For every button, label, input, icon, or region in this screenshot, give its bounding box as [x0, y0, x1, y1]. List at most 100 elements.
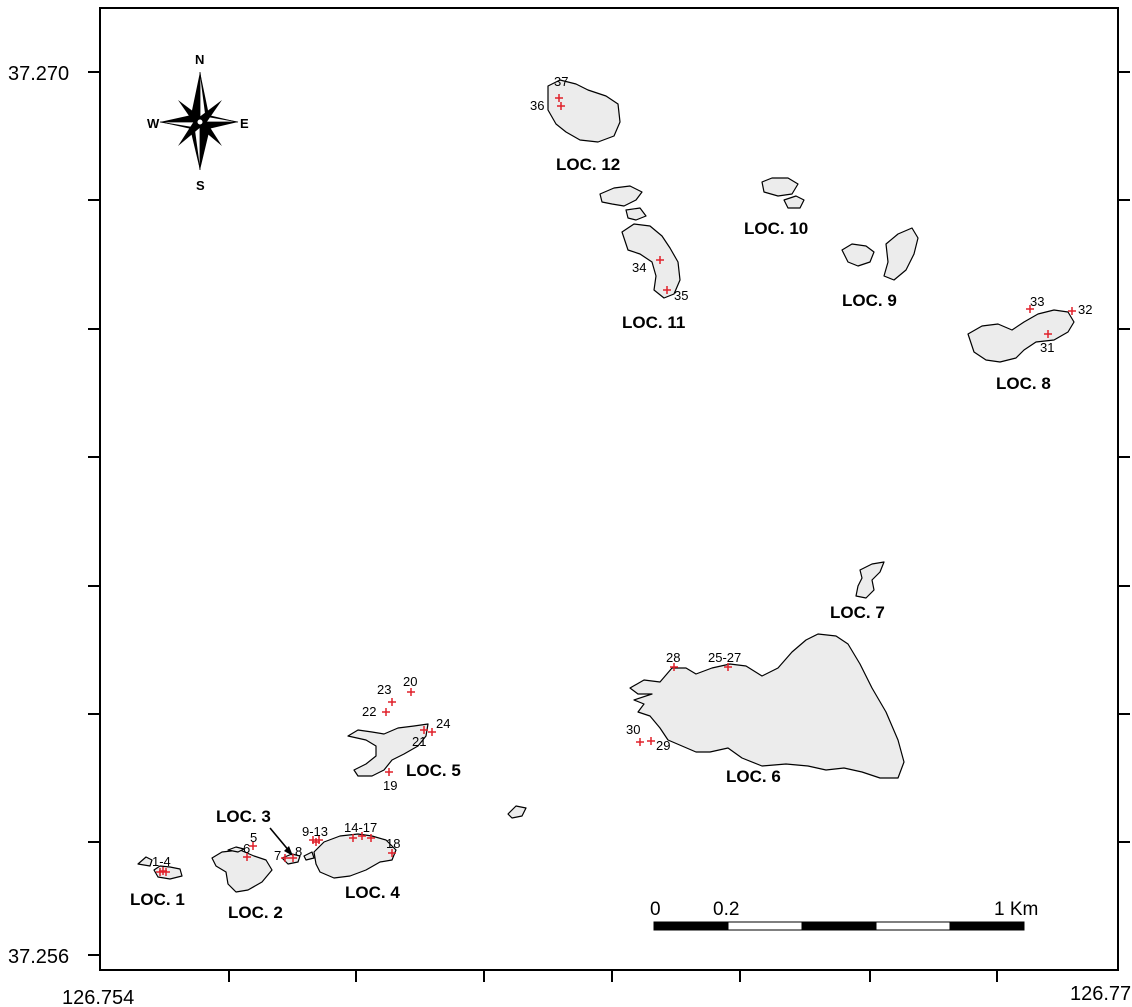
sample-label-22: 22 [362, 704, 376, 719]
sample-label-5: 5 [250, 830, 257, 845]
sample-marker-icon [382, 708, 390, 716]
loc-label-6: LOC. 6 [726, 767, 781, 786]
compass-s: S [196, 178, 205, 193]
island-loc10a [761, 177, 799, 197]
island-loc4 [313, 833, 397, 879]
sample-label-1-4: 1-4 [152, 854, 171, 869]
island-loc6 [629, 633, 905, 779]
lat-top-label: 37.270 [8, 63, 69, 85]
scale-label-zero: 0 [650, 899, 661, 920]
island-loc1 [137, 856, 153, 867]
sample-marker-icon [557, 102, 565, 110]
sample-marker-icon [315, 836, 323, 844]
island-loc12 [547, 79, 621, 143]
loc-label-9: LOC. 9 [842, 291, 897, 310]
compass-e: E [240, 116, 249, 131]
island-loc8 [967, 309, 1075, 363]
sample-marker-icon [428, 728, 436, 736]
island-loc11b [625, 207, 647, 221]
sample-label-19: 19 [383, 778, 397, 793]
loc3-arrow [269, 827, 293, 856]
sample-label-8: 8 [295, 844, 302, 859]
lat-bottom-label: 37.256 [8, 946, 69, 968]
sample-marker-icon [249, 842, 257, 850]
scale-label-end: 1 Km [994, 899, 1038, 920]
sample-marker-icon [367, 834, 375, 842]
sample-marker-icon [289, 854, 297, 862]
loc-label-11: LOC. 11 [622, 313, 685, 332]
sample-label-29: 29 [656, 738, 670, 753]
sample-label-25-27: 25-27 [708, 650, 741, 665]
lon-right-label: 126.77 [1070, 983, 1131, 1005]
sample-marker-icon [162, 868, 170, 876]
loc-label-3: LOC. 3 [216, 807, 271, 826]
loc-label-12: LOC. 12 [556, 155, 620, 174]
sample-label-34: 34 [632, 260, 646, 275]
island-loc9b [883, 227, 919, 281]
sample-marker-icon [407, 688, 415, 696]
sample-marker-icon [670, 663, 678, 671]
sample-marker-icon [724, 663, 732, 671]
compass-rose-icon [159, 71, 239, 171]
sample-marker-icon [243, 853, 251, 861]
loc-label-2: LOC. 2 [228, 903, 283, 922]
sample-label-21: 21 [412, 734, 426, 749]
lon-left-label: 126.754 [62, 987, 134, 1007]
sample-marker-icon [385, 768, 393, 776]
island-loc10b [783, 195, 805, 209]
sample-marker-icon [555, 94, 563, 102]
scale-label-mid: 0.2 [713, 899, 739, 920]
sample-marker-icon [281, 854, 289, 862]
frame-ticks [88, 71, 1130, 982]
sample-markers [156, 94, 1076, 876]
sample-marker-icon [636, 738, 644, 746]
sample-marker-icon [656, 256, 664, 264]
loc-label-5: LOC. 5 [406, 761, 461, 780]
island-loc9a [841, 243, 875, 267]
sample-label-20: 20 [403, 674, 417, 689]
loc-label-7: LOC. 7 [830, 603, 885, 622]
sample-label-30: 30 [626, 722, 640, 737]
loc-label-1: LOC. 1 [130, 890, 185, 909]
sample-label-9-13: 9-13 [302, 824, 328, 839]
sample-marker-icon [420, 726, 428, 734]
loc-label-10: LOC. 10 [744, 219, 808, 238]
sample-label-33: 33 [1030, 294, 1044, 309]
sample-label-35: 35 [674, 288, 688, 303]
island-loc5 [347, 723, 429, 777]
sample-label-18: 18 [386, 836, 400, 851]
island-loc2 [211, 849, 273, 893]
scale-bar [653, 921, 1025, 931]
sample-marker-icon [349, 834, 357, 842]
island-loc2b [227, 846, 245, 853]
sample-label-14-17: 14-17 [344, 820, 377, 835]
sample-label-7: 7 [274, 848, 281, 863]
sample-marker-icon [388, 849, 396, 857]
sample-marker-icon [1044, 330, 1052, 338]
loc-label-4: LOC. 4 [345, 883, 400, 902]
compass-w: W [147, 116, 160, 131]
island-loc11a [599, 185, 643, 207]
sample-marker-icon [647, 737, 655, 745]
sample-marker-icon [1068, 307, 1076, 315]
sample-label-6: 6 [243, 841, 250, 856]
islands [137, 79, 1075, 893]
sample-label-24: 24 [436, 716, 450, 731]
sample-label-31: 31 [1040, 340, 1054, 355]
map-frame [99, 7, 1119, 971]
island-loc3b [303, 851, 315, 861]
sample-label-32: 32 [1078, 302, 1092, 317]
loc-label-8: LOC. 8 [996, 374, 1051, 393]
compass-n: N [195, 52, 204, 67]
sample-marker-icon [388, 698, 396, 706]
island-small-mid [507, 805, 527, 819]
sample-marker-icon [1026, 305, 1034, 313]
sample-label-28: 28 [666, 650, 680, 665]
island-loc7 [855, 561, 885, 599]
island-loc3 [281, 853, 301, 865]
sample-marker-icon [358, 832, 366, 840]
sample-label-23: 23 [377, 682, 391, 697]
sample-label-36: 36 [530, 98, 544, 113]
sample-marker-icon [663, 286, 671, 294]
